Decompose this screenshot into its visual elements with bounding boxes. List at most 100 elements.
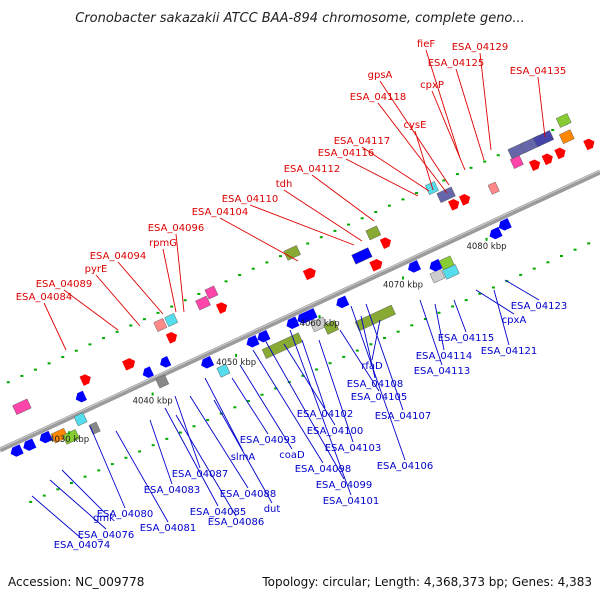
gene-block [12, 398, 32, 415]
leader-line [311, 174, 375, 222]
gene-label: ESA_04086 [208, 517, 265, 528]
gene-feature [73, 412, 88, 427]
leader-line [162, 248, 177, 313]
leader-line [360, 315, 376, 379]
leader-line [264, 339, 345, 480]
gene-feature [153, 318, 168, 332]
tick-mark [246, 400, 250, 403]
tick-mark [183, 299, 187, 302]
gene-feature [304, 308, 318, 321]
leader-line [455, 68, 485, 161]
backbone-line [0, 169, 600, 453]
gene-feature [165, 332, 178, 344]
reverse-gene-arrow [10, 444, 24, 457]
tick-mark [42, 494, 46, 497]
tick-mark [519, 273, 523, 276]
leader-line [414, 130, 434, 191]
gene-block [354, 304, 396, 332]
gene-feature [204, 285, 219, 300]
leader-line [371, 319, 381, 361]
gene-block [155, 374, 170, 389]
reverse-gene-arrow [160, 356, 172, 368]
ruler-label: 4070 kbp [383, 281, 423, 291]
gene-block [424, 181, 439, 196]
gene-label: ESA_04098 [295, 464, 352, 475]
gene-label: pyrE [85, 264, 108, 275]
tick-mark [97, 469, 101, 472]
forward-gene-arrow [379, 237, 392, 249]
reverse-gene-arrow [75, 390, 87, 403]
tick-mark [83, 475, 87, 478]
reverse-gene-arrow [429, 259, 443, 272]
leader-line [453, 299, 467, 333]
ruler-tick [485, 237, 488, 241]
backbone-highlight [0, 170, 600, 449]
gene-feature [436, 186, 456, 203]
tick-mark [274, 387, 278, 390]
gene-label: ESA_04110 [222, 194, 279, 205]
leader-line [63, 289, 119, 331]
tick-mark [396, 330, 400, 333]
gene-feature [458, 194, 471, 206]
gene-feature [286, 316, 300, 329]
tick-mark [88, 343, 92, 346]
chromosome-backbone [0, 169, 600, 453]
forward-gene-arrow [122, 358, 136, 371]
gene-block [436, 186, 456, 203]
gene-label: ESA_04125 [428, 58, 485, 69]
tick-mark [328, 362, 332, 365]
tick-mark [587, 242, 591, 245]
tick-mark [165, 437, 169, 440]
forward-gene-arrow [528, 159, 541, 172]
gene-feature [528, 159, 541, 172]
tick-mark [74, 349, 78, 352]
tick-mark [233, 406, 237, 409]
gene-label: ESA_04103 [325, 443, 382, 454]
gene-label: ESA_04099 [316, 480, 373, 491]
gene-feature [424, 181, 439, 196]
tick-mark [532, 267, 536, 270]
gene-label: ESA_04116 [318, 148, 375, 159]
gene-block [532, 130, 555, 148]
leader-line [419, 299, 443, 366]
leader-line [231, 377, 269, 435]
tick-mark [319, 236, 323, 239]
gene-feature [309, 316, 328, 333]
leader-line [537, 76, 546, 138]
leader-line [318, 339, 354, 443]
leader-line [479, 52, 492, 151]
gene-feature [10, 444, 24, 457]
leader-line [475, 289, 515, 315]
feature-layer [10, 113, 595, 457]
gene-label: ESA_04112 [284, 164, 341, 175]
tick-mark [342, 355, 346, 358]
gene-label: rfaD [361, 361, 383, 372]
gene-label: ESA_04117 [334, 136, 391, 147]
forward-gene-arrow [215, 302, 228, 314]
gene-feature [23, 438, 37, 451]
tick-mark [478, 292, 482, 295]
tick-mark [314, 368, 318, 371]
gene-label: slmA [231, 452, 256, 463]
gene-feature [554, 147, 566, 160]
gene-feature [302, 267, 316, 281]
tick-mark [483, 160, 487, 163]
leader-line [43, 302, 67, 351]
gene-feature [142, 366, 154, 378]
ruler-label: 4050 kbp [216, 358, 256, 368]
leader-line [345, 158, 419, 197]
gene-block [283, 245, 301, 261]
tick-mark [437, 311, 441, 314]
tick-mark [383, 336, 387, 339]
ruler-label: 4060 kbp [300, 319, 340, 329]
leader-line [213, 399, 273, 504]
gene-feature [283, 245, 301, 261]
leader-line [149, 419, 173, 485]
ruler-label: 4080 kbp [466, 242, 506, 252]
leader-line [301, 339, 326, 409]
forward-gene-arrow [302, 267, 316, 281]
tick-mark [374, 210, 378, 213]
gene-label: coaD [279, 450, 305, 461]
gene-feature [498, 218, 512, 231]
